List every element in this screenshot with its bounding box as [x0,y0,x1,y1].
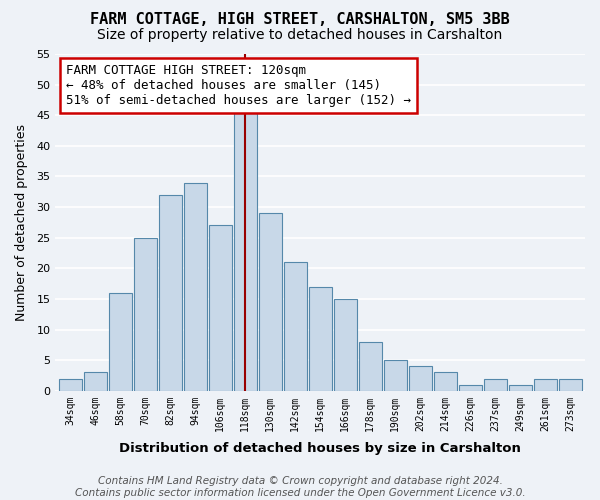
Bar [359,342,382,391]
Y-axis label: Number of detached properties: Number of detached properties [15,124,28,321]
Bar [409,366,431,391]
Bar [259,213,281,391]
X-axis label: Distribution of detached houses by size in Carshalton: Distribution of detached houses by size … [119,442,521,455]
Bar [234,109,257,391]
Text: Size of property relative to detached houses in Carshalton: Size of property relative to detached ho… [97,28,503,42]
Bar [284,262,307,391]
Bar [308,286,332,391]
Bar [559,378,581,391]
Bar [209,226,232,391]
Bar [434,372,457,391]
Bar [509,384,532,391]
Bar [533,378,557,391]
Text: Contains HM Land Registry data © Crown copyright and database right 2024.
Contai: Contains HM Land Registry data © Crown c… [74,476,526,498]
Text: FARM COTTAGE, HIGH STREET, CARSHALTON, SM5 3BB: FARM COTTAGE, HIGH STREET, CARSHALTON, S… [90,12,510,28]
Bar [334,299,356,391]
Bar [458,384,482,391]
Bar [484,378,506,391]
Bar [184,182,207,391]
Bar [134,238,157,391]
Bar [84,372,107,391]
Bar [383,360,407,391]
Bar [109,293,132,391]
Bar [159,195,182,391]
Text: FARM COTTAGE HIGH STREET: 120sqm
← 48% of detached houses are smaller (145)
51% : FARM COTTAGE HIGH STREET: 120sqm ← 48% o… [66,64,411,107]
Bar [59,378,82,391]
